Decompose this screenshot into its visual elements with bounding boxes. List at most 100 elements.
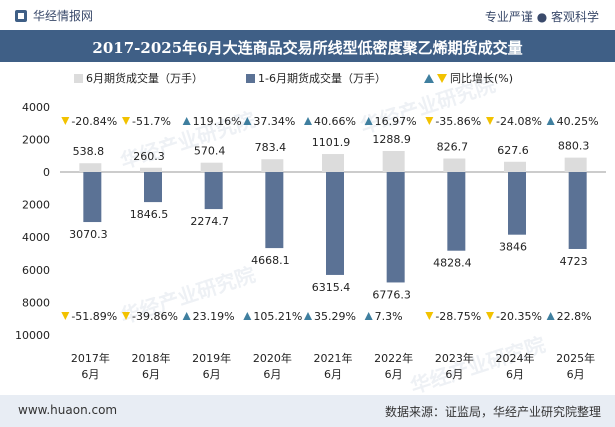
value-label-monthly: 1101.9 [312, 136, 351, 149]
growth-label-monthly: 40.25% [557, 115, 599, 128]
legend-label-growth: 同比增长(%) [450, 71, 513, 85]
growth-marker-up [304, 312, 312, 320]
bar-monthly [140, 167, 162, 172]
x-tick-label: 2020年 [253, 351, 292, 365]
footer-website[interactable]: www.huaon.com [18, 403, 118, 417]
growth-marker-up [182, 117, 191, 125]
growth-label-monthly: -20.84% [71, 115, 117, 128]
y-tick-label: 2000 [22, 133, 50, 146]
growth-label-monthly: 16.97% [375, 115, 417, 128]
growth-label-cumulative: -51.89% [71, 310, 117, 323]
x-tick-label: 2018年 [132, 351, 171, 365]
value-label-monthly: 627.6 [497, 144, 529, 157]
value-label-monthly: 880.3 [558, 140, 590, 153]
bar-monthly [564, 157, 587, 172]
growth-marker-up [546, 312, 555, 320]
legend-swatch-monthly [74, 74, 83, 83]
value-label-cumulative: 4828.4 [433, 257, 472, 270]
x-tick-label: 6月 [445, 368, 463, 381]
growth-label-cumulative: 35.29% [314, 310, 356, 323]
y-tick-label: 4000 [22, 231, 50, 244]
growth-marker-up [182, 312, 191, 320]
value-label-cumulative: 3846 [499, 241, 527, 254]
growth-marker-up [364, 312, 373, 320]
legend-label-cumulative: 1-6月期货成交量（万手） [258, 71, 386, 85]
value-label-cumulative: 4668.1 [251, 254, 290, 267]
value-label-cumulative: 2274.7 [190, 215, 229, 228]
growth-marker-up [304, 117, 312, 125]
x-tick-label: 6月 [81, 368, 99, 381]
growth-label-monthly: 40.66% [314, 115, 356, 128]
y-tick-label: 10000 [15, 329, 50, 342]
x-tick-label: 6月 [567, 368, 585, 381]
brand: 华经情报网 [14, 7, 93, 24]
bar-cumulative [508, 172, 526, 235]
footer-band [0, 395, 615, 427]
bar-monthly [504, 161, 526, 172]
tagline: 专业严谨 ● 客观科学 [484, 10, 599, 24]
growth-marker-down [122, 312, 130, 320]
bar-cumulative [204, 172, 223, 210]
title-band [0, 30, 615, 62]
value-label-monthly: 538.8 [73, 145, 105, 158]
x-tick-label: 6月 [506, 368, 524, 381]
x-tick-label: 6月 [324, 368, 342, 381]
legend-swatch-cumulative [246, 74, 255, 83]
bar-monthly [200, 162, 223, 172]
growth-marker-down [425, 312, 434, 320]
bar-cumulative [568, 172, 587, 249]
value-label-monthly: 260.3 [133, 150, 165, 163]
growth-marker-up [243, 117, 252, 125]
y-tick-label: 4000 [22, 101, 50, 114]
x-tick-label: 2017年 [71, 351, 110, 365]
bar-monthly [261, 159, 284, 172]
bar-cumulative [265, 172, 284, 249]
x-tick-label: 2021年 [314, 351, 353, 365]
growth-label-cumulative: -20.35% [496, 310, 542, 323]
legend-marker-up [424, 74, 434, 83]
footer-source: 数据来源：证监局，华经产业研究院整理 [384, 405, 601, 419]
y-tick-label: 0 [43, 166, 50, 179]
growth-marker-up [364, 117, 373, 125]
bar-cumulative [447, 172, 466, 251]
growth-marker-down [486, 312, 494, 320]
x-tick-label: 6月 [385, 368, 403, 381]
growth-label-cumulative: 105.21% [253, 310, 302, 323]
value-label-cumulative: 6776.3 [372, 288, 411, 301]
value-label-cumulative: 4723 [560, 255, 588, 268]
value-label-cumulative: 6315.4 [312, 281, 351, 294]
top-bar: 华经情报网 专业严谨 ● 客观科学 [0, 0, 615, 30]
value-label-monthly: 783.4 [255, 141, 287, 154]
legend-marker-down [437, 74, 447, 83]
growth-label-cumulative: -28.75% [435, 310, 481, 323]
x-tick-label: 2019年 [192, 351, 231, 365]
growth-marker-down [61, 117, 70, 125]
growth-label-monthly: -51.7% [132, 115, 171, 128]
growth-label-monthly: 37.34% [253, 115, 295, 128]
value-label-monthly: 826.7 [437, 141, 469, 154]
growth-marker-down [425, 117, 434, 125]
bar-monthly [322, 154, 344, 172]
value-label-cumulative: 3070.3 [69, 228, 108, 241]
growth-label-cumulative: -39.86% [132, 310, 178, 323]
growth-label-monthly: -35.86% [435, 115, 481, 128]
bar-cumulative [83, 172, 102, 223]
growth-label-cumulative: 7.3% [375, 310, 403, 323]
growth-marker-down [122, 117, 130, 125]
growth-marker-up [243, 312, 252, 320]
x-tick-label: 2022年 [374, 351, 413, 365]
bar-monthly [382, 150, 405, 172]
growth-label-cumulative: 23.19% [193, 310, 235, 323]
brand-name: 华经情报网 [33, 9, 94, 23]
x-tick-label: 2025年 [556, 351, 595, 365]
bar-monthly [79, 163, 102, 172]
growth-marker-up [546, 117, 555, 125]
growth-marker-down [61, 312, 70, 320]
y-tick-label: 6000 [22, 264, 50, 277]
growth-label-monthly: 119.16% [193, 115, 242, 128]
y-tick-label: 8000 [22, 296, 50, 309]
value-label-monthly: 1288.9 [372, 133, 411, 146]
bar-monthly [443, 158, 466, 172]
growth-label-cumulative: 22.8% [557, 310, 592, 323]
